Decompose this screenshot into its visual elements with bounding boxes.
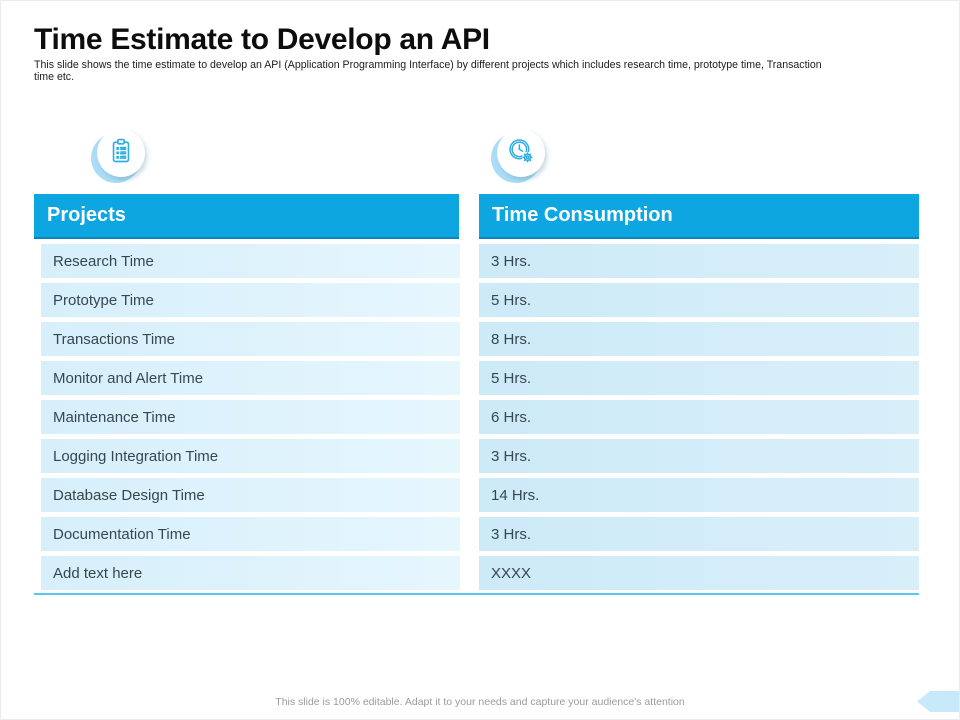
- time-cell: 5 Hrs.: [479, 283, 919, 317]
- table-bottom-rule: [34, 593, 919, 595]
- time-cell: 3 Hrs.: [479, 517, 919, 551]
- project-cell: Transactions Time: [41, 322, 460, 356]
- table-row: Monitor and Alert Time 5 Hrs.: [34, 361, 919, 395]
- column-divider: [459, 194, 479, 239]
- column-header-time-consumption: Time Consumption: [479, 194, 919, 239]
- footer-note: This slide is 100% editable. Adapt it to…: [275, 696, 685, 708]
- table-row: Research Time 3 Hrs.: [34, 244, 919, 278]
- time-cell: 3 Hrs.: [479, 439, 919, 473]
- project-cell: Maintenance Time: [41, 400, 460, 434]
- page-title: Time Estimate to Develop an API: [34, 23, 490, 56]
- table-row: Documentation Time 3 Hrs.: [34, 517, 919, 551]
- project-cell: Monitor and Alert Time: [41, 361, 460, 395]
- table-row: Transactions Time 8 Hrs.: [34, 322, 919, 356]
- time-cell: 14 Hrs.: [479, 478, 919, 512]
- time-cell: 3 Hrs.: [479, 244, 919, 278]
- project-cell-placeholder: Add text here: [41, 556, 460, 590]
- time-cell: 6 Hrs.: [479, 400, 919, 434]
- time-cell: 8 Hrs.: [479, 322, 919, 356]
- table-row: Maintenance Time 6 Hrs.: [34, 400, 919, 434]
- time-cell-placeholder: XXXX: [479, 556, 919, 590]
- clipboard-checklist-icon: [107, 137, 135, 170]
- column-header-projects: Projects: [34, 194, 459, 239]
- table-row: Add text here XXXX: [34, 556, 919, 590]
- slide-subtitle: This slide shows the time estimate to de…: [34, 59, 822, 83]
- time-estimate-table: Projects Time Consumption Research Time …: [34, 194, 919, 595]
- project-cell: Research Time: [41, 244, 460, 278]
- time-cell: 5 Hrs.: [479, 361, 919, 395]
- table-row: Database Design Time 14 Hrs.: [34, 478, 919, 512]
- icon-disc: [497, 129, 545, 177]
- table-header-row: Projects Time Consumption: [34, 194, 919, 239]
- projects-icon-badge: [91, 129, 147, 185]
- table-row: Logging Integration Time 3 Hrs.: [34, 439, 919, 473]
- table-row: Prototype Time 5 Hrs.: [34, 283, 919, 317]
- time-icon-badge: [491, 129, 547, 185]
- project-cell: Prototype Time: [41, 283, 460, 317]
- corner-arrow-decoration: [917, 691, 959, 712]
- icon-disc: [97, 129, 145, 177]
- clock-gear-icon: [507, 137, 535, 170]
- project-cell: Logging Integration Time: [41, 439, 460, 473]
- project-cell: Documentation Time: [41, 517, 460, 551]
- project-cell: Database Design Time: [41, 478, 460, 512]
